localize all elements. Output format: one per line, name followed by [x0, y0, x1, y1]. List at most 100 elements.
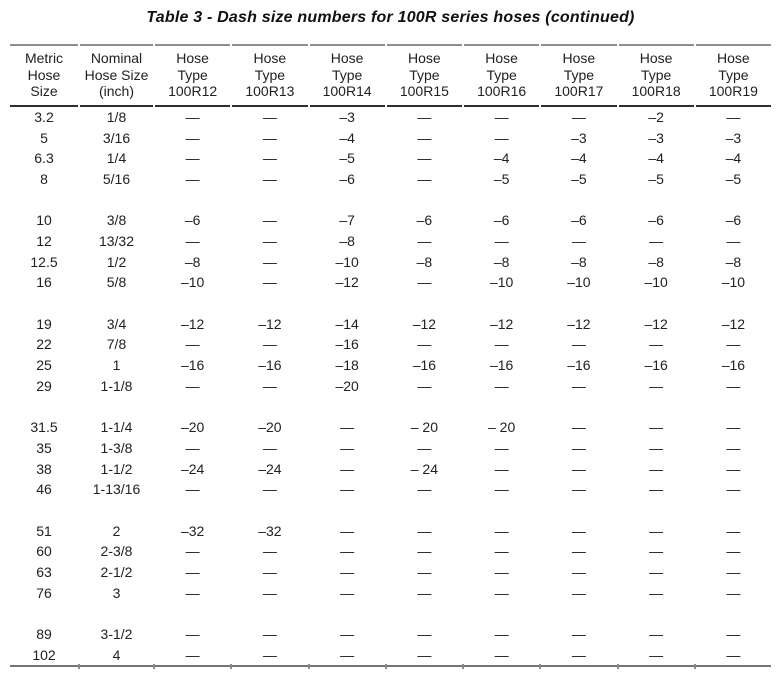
dash-size-cell: –3 — [725, 129, 742, 146]
metric-size-cell: 12.5 — [30, 253, 58, 270]
dash-size-cell: –16 — [258, 357, 282, 374]
dash-size-cell: — — [262, 481, 277, 498]
table-row: 31.5 1-1/4 –20 –20 — – 20 – 20 — — — — [10, 417, 771, 438]
dash-size-cell: — — [494, 439, 509, 456]
dash-size-cell: –4 — [571, 150, 587, 167]
column-header-hose-type-100r15: Hose Type 100R15 — [386, 44, 462, 107]
dash-size-cell: –5 — [339, 150, 355, 167]
dash-size-cell: –16 — [721, 357, 746, 374]
dash-size-cell: — — [185, 336, 200, 353]
table-row: 46 1-13/16 — — — — — — — — — [10, 479, 771, 500]
dash-size-cell: — — [417, 563, 432, 580]
dash-size-cell: –16 — [567, 357, 591, 374]
dash-size-cell: — — [571, 543, 586, 560]
dash-size-cell: –24 — [180, 460, 205, 477]
dash-size-cell: – 20 — [488, 419, 516, 436]
dash-size-cell: –12 — [489, 315, 514, 332]
dash-size-cell: — — [185, 150, 200, 167]
metric-size-cell: 8 — [40, 170, 48, 187]
group-spacer-row — [10, 603, 771, 624]
dash-size-cell: –4 — [493, 150, 510, 167]
dash-size-cell: –20 — [258, 419, 282, 436]
column-header-hose-type-100r16: Hose Type 100R16 — [464, 44, 540, 107]
dash-size-cell: –12 — [644, 315, 668, 332]
dash-size-cell: –3 — [339, 108, 355, 125]
dash-size-cell: — — [571, 336, 586, 353]
dash-size-cell: — — [726, 439, 741, 456]
dash-size-cell: –5 — [725, 170, 742, 187]
dash-size-cell: –6 — [725, 212, 742, 229]
dash-size-cell: –10 — [489, 274, 514, 291]
dash-size-cell: — — [726, 481, 741, 498]
dash-size-cell: — — [494, 522, 509, 539]
group-spacer-cell — [10, 603, 771, 624]
table-row: 38 1-1/2 –24 –24 — – 24 — — — — — [10, 458, 771, 479]
dash-size-cell: — — [494, 584, 509, 601]
dash-size-cell: — — [340, 626, 355, 643]
nominal-size-cell: 3/16 — [102, 129, 131, 146]
dash-size-cell: –16 — [412, 357, 437, 374]
dash-size-cell: — — [340, 481, 355, 498]
dash-size-cell: –8 — [416, 253, 433, 270]
dash-size-cell: –16 — [335, 336, 359, 353]
dash-size-cell: — — [384, 644, 462, 669]
table-row: 12.5 1/2 –8 — –10 –8 –8 –8 –8 –8 — [10, 251, 771, 272]
dash-size-cell: — — [340, 439, 355, 456]
table-row: 12 13/32 — — –8 — — — — — — [10, 231, 771, 252]
dash-size-cell: –4 — [339, 129, 355, 146]
dash-size-cell: — — [340, 460, 355, 477]
metric-size-cell: 25 — [36, 357, 52, 374]
dash-size-cell: — — [571, 563, 586, 580]
dash-size-cell: — — [571, 626, 586, 643]
dash-size-cell: –32 — [258, 522, 282, 539]
metric-size-cell: 19 — [36, 315, 52, 332]
column-header-hose-type-100r14: Hose Type 100R14 — [309, 44, 385, 107]
dash-size-cell: — — [693, 644, 771, 669]
dash-size-cell: — — [417, 129, 432, 146]
header-row: Metric Hose Size Nominal Hose Size (inch)… — [10, 44, 771, 107]
metric-size-cell: 51 — [36, 522, 52, 539]
table-row: 51 2 –32 –32 — — — — — — — [10, 520, 771, 541]
dash-size-cell: — — [494, 626, 509, 643]
dash-size-cell: — — [185, 170, 200, 187]
dash-size-cell: — — [417, 108, 432, 125]
column-header-metric-hose-size: Metric Hose Size — [10, 44, 78, 107]
dash-size-cell: –6 — [184, 212, 201, 229]
nominal-size-cell: 5/16 — [102, 170, 131, 187]
group-spacer-cell — [10, 189, 771, 210]
dash-size-cell: — — [262, 232, 277, 249]
dash-size-cell: –10 — [567, 274, 591, 291]
dash-size-cell: –4 — [725, 150, 742, 167]
dash-size-cell: — — [571, 439, 586, 456]
table-row: 63 2-1/2 — — — — — — — — — [10, 562, 771, 583]
dash-size-cell: — — [307, 644, 385, 669]
nominal-size-cell: 3 — [112, 584, 121, 601]
metric-size-cell: 16 — [36, 274, 52, 291]
dash-size-cell: – 24 — [410, 460, 438, 477]
dash-size-cell: –20 — [335, 377, 359, 394]
dash-size-cell: — — [417, 584, 432, 601]
dash-size-cell: –12 — [412, 315, 437, 332]
nominal-size-cell: 3/8 — [106, 212, 127, 229]
dash-size-cell: –16 — [644, 357, 668, 374]
dash-size-cell: –7 — [339, 212, 355, 229]
dash-size-cell: –12 — [180, 315, 205, 332]
nominal-size-cell: 4 — [78, 644, 153, 669]
dash-size-cell: — — [262, 377, 277, 394]
dash-size-cell: — — [262, 108, 277, 125]
dash-size-cell: — — [262, 563, 277, 580]
dash-size-cell: — — [185, 439, 200, 456]
column-header-hose-type-100r12: Hose Type 100R12 — [155, 44, 231, 107]
nominal-size-cell: 3-1/2 — [100, 626, 133, 643]
dash-size-cell: — — [461, 644, 540, 669]
dash-size-cell: — — [262, 129, 277, 146]
dash-size-cell: –12 — [567, 315, 591, 332]
dash-size-cell: — — [262, 584, 277, 601]
metric-size-cell: 12 — [36, 232, 52, 249]
table-row: 25 1 –16 –16 –18 –16 –16 –16 –16 –16 — [10, 355, 771, 376]
dash-size-cell: –6 — [493, 212, 510, 229]
table-row: 19 3/4 –12 –12 –14 –12 –12 –12 –12 –12 — [10, 313, 771, 334]
dash-size-cell: — — [649, 232, 664, 249]
nominal-size-cell: 2 — [112, 522, 121, 539]
